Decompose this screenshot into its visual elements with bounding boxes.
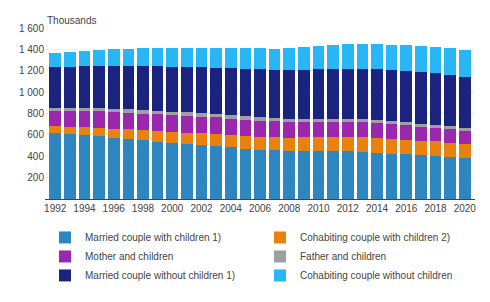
svg-text:Thousands: Thousands — [47, 15, 96, 26]
svg-text:200: 200 — [27, 172, 44, 183]
svg-text:1 000: 1 000 — [19, 87, 44, 98]
svg-text:2012: 2012 — [337, 203, 360, 214]
svg-text:2020: 2020 — [454, 203, 477, 214]
svg-text:600: 600 — [27, 129, 44, 140]
svg-text:1 200: 1 200 — [19, 65, 44, 76]
svg-text:1 400: 1 400 — [19, 44, 44, 55]
svg-text:1992: 1992 — [44, 203, 67, 214]
svg-text:2016: 2016 — [395, 203, 418, 214]
svg-text:2004: 2004 — [220, 203, 243, 214]
svg-text:Father and children: Father and children — [300, 251, 386, 262]
svg-text:400: 400 — [27, 151, 44, 162]
svg-text:2000: 2000 — [161, 203, 184, 214]
svg-text:2010: 2010 — [307, 203, 330, 214]
svg-text:Cohabiting couple with childre: Cohabiting couple with children 2) — [300, 232, 450, 243]
svg-text:2002: 2002 — [190, 203, 213, 214]
svg-text:2018: 2018 — [424, 203, 447, 214]
svg-text:2014: 2014 — [366, 203, 389, 214]
svg-text:Cohabiting couple without chil: Cohabiting couple without children — [300, 270, 452, 281]
svg-text:1 600: 1 600 — [19, 23, 44, 34]
svg-text:Married couple without childre: Married couple without children 1) — [85, 270, 235, 281]
svg-text:1994: 1994 — [73, 203, 96, 214]
svg-text:1996: 1996 — [103, 203, 126, 214]
svg-text:Married couple with children 1: Married couple with children 1) — [85, 232, 221, 243]
svg-text:2006: 2006 — [249, 203, 272, 214]
svg-text:800: 800 — [27, 108, 44, 119]
svg-text:1998: 1998 — [132, 203, 155, 214]
svg-text:2008: 2008 — [278, 203, 301, 214]
svg-text:Mother and children: Mother and children — [85, 251, 173, 262]
